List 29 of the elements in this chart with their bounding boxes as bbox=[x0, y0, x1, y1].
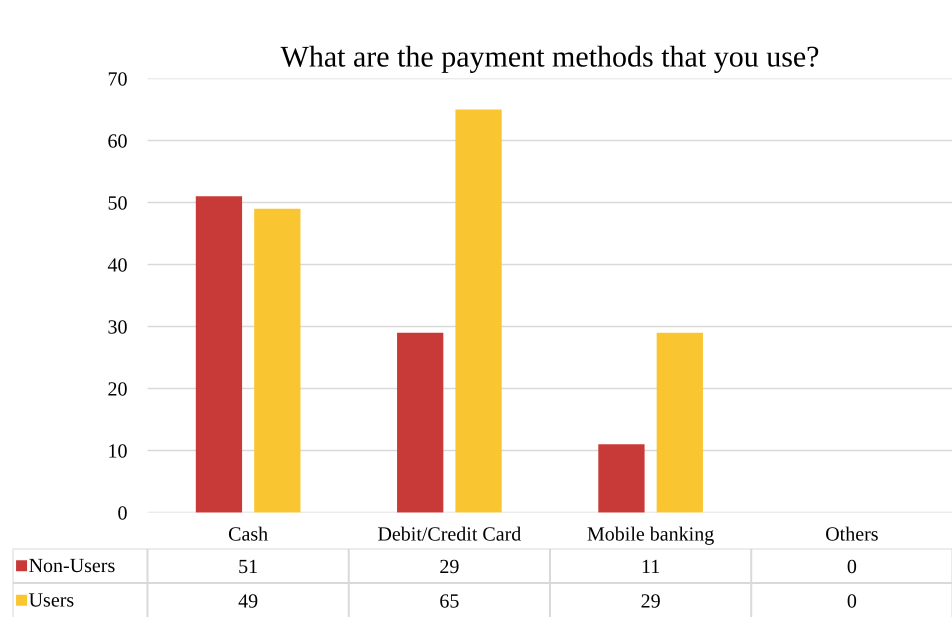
x-tick-label: Cash bbox=[228, 524, 268, 546]
legend-label: Non-Users bbox=[28, 554, 116, 577]
x-tick-label: Mobile banking bbox=[587, 524, 714, 546]
bar bbox=[397, 332, 444, 512]
y-tick-label: 70 bbox=[108, 68, 128, 90]
chart-title: What are the payment methods that you use? bbox=[280, 40, 820, 74]
y-tick-label: 30 bbox=[108, 316, 128, 338]
data-label: 0 bbox=[846, 590, 857, 612]
bar bbox=[254, 208, 300, 512]
bar bbox=[196, 196, 242, 512]
data-label: 51 bbox=[238, 556, 258, 578]
y-tick-label: 50 bbox=[108, 192, 128, 214]
x-tick-label: Others bbox=[825, 524, 879, 546]
data-label: 65 bbox=[439, 590, 460, 612]
legend-label: Users bbox=[28, 589, 74, 612]
y-tick-label: 0 bbox=[118, 502, 128, 524]
data-label: 11 bbox=[640, 556, 660, 578]
data-label: 0 bbox=[846, 556, 857, 578]
y-tick-label: 20 bbox=[108, 378, 128, 400]
bar bbox=[656, 332, 703, 512]
y-tick-label: 40 bbox=[108, 254, 128, 276]
y-tick-label: 10 bbox=[108, 440, 128, 462]
x-tick-label: Debit/Credit Card bbox=[377, 524, 522, 546]
data-label: 49 bbox=[238, 590, 258, 612]
data-label: 29 bbox=[439, 556, 460, 578]
bar bbox=[455, 110, 502, 512]
y-tick-label: 60 bbox=[108, 130, 128, 152]
data-label: 29 bbox=[640, 590, 661, 612]
bar bbox=[598, 444, 645, 512]
